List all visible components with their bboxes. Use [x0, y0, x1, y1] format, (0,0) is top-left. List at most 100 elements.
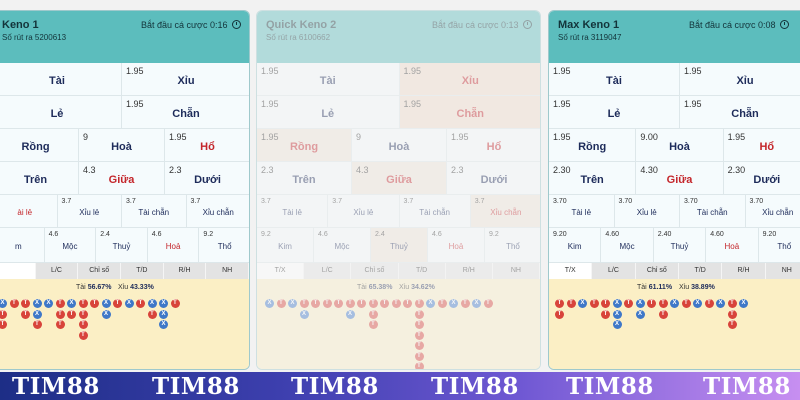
bet-option[interactable]: 9 Hoà [79, 129, 165, 162]
trend-tab[interactable]: T/D [679, 263, 723, 279]
bet-option[interactable]: 1.95 Lẻ [549, 96, 680, 129]
bet-odds: 1.95 [126, 99, 144, 109]
bet-option[interactable]: 3.70 Tài chẵn [680, 195, 746, 228]
bet-option[interactable]: 2.4 Thuỷ [371, 228, 428, 263]
bet-option[interactable]: 9.2 Thổ [485, 228, 540, 263]
bet-odds: 2.30 [727, 165, 746, 175]
xiu-bead: X [716, 299, 725, 308]
trend-tab[interactable]: Chỉ số [351, 263, 399, 279]
draw-number: Số rút ra 6100662 [266, 33, 331, 42]
bet-option[interactable]: Tài [0, 63, 122, 96]
trend-tab[interactable]: T/D [399, 263, 446, 279]
bet-option[interactable]: 1.95 Rồng [257, 129, 352, 162]
trend-tab[interactable]: R/H [722, 263, 766, 279]
tim88-logo: TIM88 [152, 373, 240, 400]
bet-option[interactable]: Lẻ [0, 96, 122, 129]
bet-option[interactable]: 3.70 Tài lẻ [549, 195, 615, 228]
bet-option[interactable]: 4.6 Mộc [44, 228, 97, 263]
bet-option[interactable]: 3.70 Xỉu chẵn [745, 195, 800, 228]
bet-label: Xỉu lẻ [353, 207, 374, 217]
bet-option[interactable]: 4.6 Hoả [428, 228, 485, 263]
trend-tab[interactable]: NH [493, 263, 540, 279]
trend-tab[interactable]: L/C [36, 263, 79, 279]
bet-option[interactable]: 3.7 Tài chẵn [399, 195, 471, 228]
bet-option[interactable]: 1.95 Tài [257, 63, 400, 96]
bet-option[interactable]: 3.7 Xỉu chẵn [470, 195, 540, 228]
bet-label: Xỉu [461, 74, 479, 87]
bet-option[interactable]: 2.3 Dưới [165, 162, 249, 195]
bet-option[interactable]: 3.7 Tài chẵn [122, 195, 187, 228]
trend-tab[interactable]: NH [766, 263, 800, 279]
bet-option[interactable]: 4.6 Hoả [147, 228, 200, 263]
bet-option[interactable]: 2.40 Thuỷ [653, 228, 707, 263]
bet-odds: 1.95 [553, 132, 571, 142]
bet-option[interactable]: 1.95 Hổ [165, 129, 249, 162]
xiu-bead: X [288, 299, 297, 308]
bet-option[interactable]: 9 Hoà [352, 129, 447, 162]
bet-option[interactable]: 3.7 Xỉu chẵn [186, 195, 249, 228]
bet-label: Lẻ [50, 107, 64, 120]
tai-bead: T [0, 320, 7, 329]
bet-option[interactable]: 4.60 Hoả [706, 228, 759, 263]
trend-tab[interactable]: L/C [592, 263, 636, 279]
trend-tab[interactable] [0, 263, 36, 279]
countdown-text: Bắt đầu cá cược 0:08 [689, 20, 776, 30]
bet-option[interactable]: 1.95 Xỉu [122, 63, 249, 96]
bet-option[interactable]: 3.7 Tài lẻ [257, 195, 329, 228]
bet-option[interactable]: 9.00 Hoà [636, 129, 724, 162]
tai-bead: T [555, 309, 564, 319]
bet-option[interactable]: m [0, 228, 45, 263]
tai-bead: T [727, 299, 737, 308]
bet-odds: 1.95 [403, 99, 422, 109]
bet-option[interactable]: 9.20 Thổ [758, 228, 800, 263]
xiu-bead: X [578, 299, 587, 308]
bet-odds: 1.95 [684, 99, 702, 109]
trend-tab[interactable]: R/H [164, 263, 207, 279]
bet-option[interactable]: 1.95 Hổ [723, 129, 800, 162]
bet-option[interactable]: 1.95 Tài [549, 63, 680, 96]
bet-option[interactable]: 1.95 Lẻ [257, 96, 400, 129]
bet-option[interactable]: 3.7 Xỉu lẻ [57, 195, 122, 228]
trend-tab[interactable]: NH [206, 263, 249, 279]
bet-option[interactable]: 1.95 Chẵn [399, 96, 540, 129]
bet-option[interactable]: 1.95 Xỉu [399, 63, 540, 96]
bet-option[interactable]: 3.70 Xỉu lẻ [614, 195, 680, 228]
tai-bead: T [414, 341, 424, 350]
bet-option[interactable]: 4.6 Mộc [314, 228, 371, 263]
bet-option[interactable]: 4.60 Mộc [601, 228, 654, 263]
tai-bead: T [414, 330, 424, 340]
bet-option[interactable]: 1.95 Chẵn [122, 96, 249, 129]
bet-option[interactable]: 9.2 Thổ [199, 228, 249, 263]
xiu-bead: X [124, 299, 134, 308]
bet-option[interactable]: 3.7 Xỉu lẻ [328, 195, 400, 228]
bet-option[interactable]: 1.95 Rồng [549, 129, 637, 162]
bet-option[interactable]: ài lẻ [0, 195, 58, 228]
bet-option[interactable]: Rồng [0, 129, 79, 162]
bet-option[interactable]: 2.3 Dưới [447, 162, 540, 195]
bet-odds: 9.2 [261, 231, 271, 238]
bet-option[interactable]: Trên [0, 162, 79, 195]
tim88-logo: TIM88 [566, 373, 654, 400]
bet-option[interactable]: 9.2 Kim [257, 228, 314, 263]
bet-option[interactable]: 4.3 Giữa [79, 162, 165, 195]
bet-option[interactable]: 1.95 Hổ [447, 129, 540, 162]
trend-tab[interactable]: R/H [446, 263, 493, 279]
trend-tab[interactable]: L/C [304, 263, 352, 279]
trend-tab[interactable]: T/X [549, 263, 593, 279]
bet-option[interactable]: 2.4 Thuỷ [96, 228, 148, 263]
trend-tab[interactable]: T/X [257, 263, 305, 279]
trend-tab[interactable]: T/D [121, 263, 164, 279]
bet-option[interactable]: 2.3 Trên [257, 162, 352, 195]
trend-tab[interactable]: Chỉ số [78, 263, 122, 279]
bet-option[interactable]: 2.30 Trên [549, 162, 637, 195]
bet-option[interactable]: 4.30 Giữa [636, 162, 724, 195]
bet-option[interactable]: 1.95 Chẵn [680, 96, 800, 129]
bet-option[interactable]: 9.20 Kim [549, 228, 602, 263]
bet-option[interactable]: 4.3 Giữa [352, 162, 447, 195]
bet-option[interactable]: 1.95 Xỉu [680, 63, 800, 96]
tai-bead: T [483, 299, 493, 308]
bet-option[interactable]: 2.30 Dưới [723, 162, 800, 195]
trend-tab[interactable]: Chỉ số [636, 263, 679, 279]
xiu-bead: X [159, 309, 168, 319]
